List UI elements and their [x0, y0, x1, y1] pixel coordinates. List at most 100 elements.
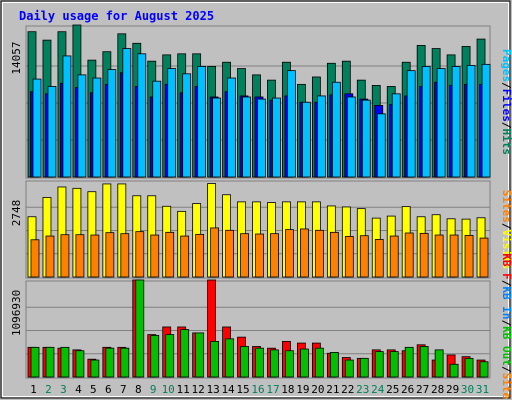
bar-pages — [421, 66, 431, 178]
bar-sites — [389, 235, 399, 278]
legend-entry: / — [500, 320, 512, 327]
x-tick-label: 15 — [236, 383, 249, 396]
bar-pages — [47, 86, 57, 178]
bar-pages — [391, 93, 401, 178]
panel-top: 14057 Pages/Files/Hits — [10, 24, 512, 179]
bar-sites — [329, 231, 339, 278]
x-tick-label: 27 — [416, 383, 429, 396]
x-tick-label: 5 — [90, 383, 97, 396]
x-tick-label: 10 — [162, 383, 175, 396]
chart-title: Daily usage for August 2025 — [19, 9, 214, 23]
bar-sites — [165, 231, 175, 278]
bar-pages — [272, 97, 281, 178]
bar-kb-out — [344, 359, 354, 378]
bar-kb-out — [479, 361, 489, 378]
x-tick-label: 2 — [45, 383, 52, 396]
bar-kb-out — [165, 334, 175, 378]
bar-kb-out — [449, 363, 459, 378]
x-tick-label: 21 — [326, 383, 339, 396]
bar-pages — [107, 69, 117, 178]
bar-pages — [242, 96, 251, 178]
bar-pages — [331, 81, 341, 178]
bar-kb-out — [195, 332, 205, 378]
x-tick-label: 17 — [266, 383, 279, 396]
bar-sites — [434, 234, 444, 278]
bar-kb-out — [419, 346, 429, 378]
x-tick-label: 26 — [401, 383, 414, 396]
bar-sites — [479, 237, 489, 278]
bar-kb-out — [150, 335, 160, 378]
bar-kb-out — [30, 346, 40, 378]
x-tick-label: 4 — [75, 383, 82, 396]
x-tick-label: 1 — [30, 383, 37, 396]
x-tick-label: 25 — [386, 383, 399, 396]
x-tick-label: 6 — [105, 383, 112, 396]
bar-sites — [449, 234, 459, 278]
bar-pages — [212, 97, 222, 178]
bar-sites — [285, 229, 294, 278]
bar-pages — [92, 77, 102, 178]
bar-kb-out — [105, 347, 115, 378]
bar-sites — [240, 233, 249, 278]
legend-entry: Files — [500, 89, 512, 122]
x-tick-label: 13 — [206, 383, 219, 396]
bar-sites — [225, 229, 234, 278]
bar-sites — [404, 232, 414, 278]
bar-sites — [120, 233, 130, 278]
x-tick-label: 29 — [446, 383, 459, 396]
bar-sites — [210, 227, 220, 278]
x-tick-label: 18 — [281, 383, 294, 396]
bar-kb-out — [359, 357, 369, 378]
bar-sites — [344, 235, 354, 278]
legend-entry: Hits — [500, 129, 512, 156]
bar-pages — [316, 95, 326, 178]
bar-sites — [374, 239, 384, 278]
legend-entry: / — [500, 280, 512, 287]
legend-entry: Pages — [500, 49, 512, 82]
bar-pages — [137, 53, 147, 178]
legend-entry: / — [500, 366, 512, 373]
x-tick-label: 31 — [476, 383, 489, 396]
bar-kb-out — [60, 346, 70, 378]
bar-pages — [62, 55, 72, 178]
bar-sites — [105, 232, 115, 278]
bar-kb-out — [404, 346, 414, 378]
bar-sites — [45, 235, 55, 278]
bar-pages — [32, 78, 42, 178]
bar-kb-out — [120, 347, 130, 378]
bar-pages — [257, 98, 266, 178]
bar-kb-out — [210, 340, 220, 378]
panel-bottom-max-label: 1096930 — [10, 290, 23, 336]
bar-pages — [302, 101, 311, 178]
bar-kb-out — [285, 350, 294, 378]
x-tick-label: 11 — [177, 383, 190, 396]
bar-kb-out — [240, 346, 249, 378]
x-axis-labels: 1 2 3 4 5 6 7 8 9 10 11 12 13 14 15 16 17 18 19 20 21 22 23 24 2… — [30, 383, 489, 396]
bar-pages — [77, 74, 87, 178]
bar-kb-out — [180, 329, 190, 378]
panel-middle-legend: Sites/Visits — [500, 190, 512, 270]
bar-sites — [135, 231, 145, 278]
x-tick-label: 8 — [135, 383, 142, 396]
bar-pages — [167, 68, 177, 178]
bar-kb-out — [75, 350, 85, 378]
bar-kb-out — [90, 359, 100, 378]
x-tick-label: 7 — [120, 383, 127, 396]
x-tick-label: 3 — [60, 383, 67, 396]
legend-entry: Visits — [500, 230, 512, 270]
bar-sites — [419, 232, 429, 278]
bar-sites — [464, 234, 474, 278]
legend-entry: Sites — [500, 373, 512, 400]
bar-sites — [30, 239, 40, 278]
legend-entry: / — [500, 82, 512, 89]
legend-entry: Sites — [500, 190, 512, 223]
x-tick-label: 14 — [221, 383, 235, 396]
bar-kb-out — [255, 347, 264, 378]
panel-middle: 2748 Sites/Visits — [10, 180, 512, 279]
bar-kb-out — [270, 349, 279, 378]
x-tick-label: 28 — [431, 383, 444, 396]
x-tick-label: 24 — [371, 383, 385, 396]
bar-kb-out — [135, 279, 145, 378]
